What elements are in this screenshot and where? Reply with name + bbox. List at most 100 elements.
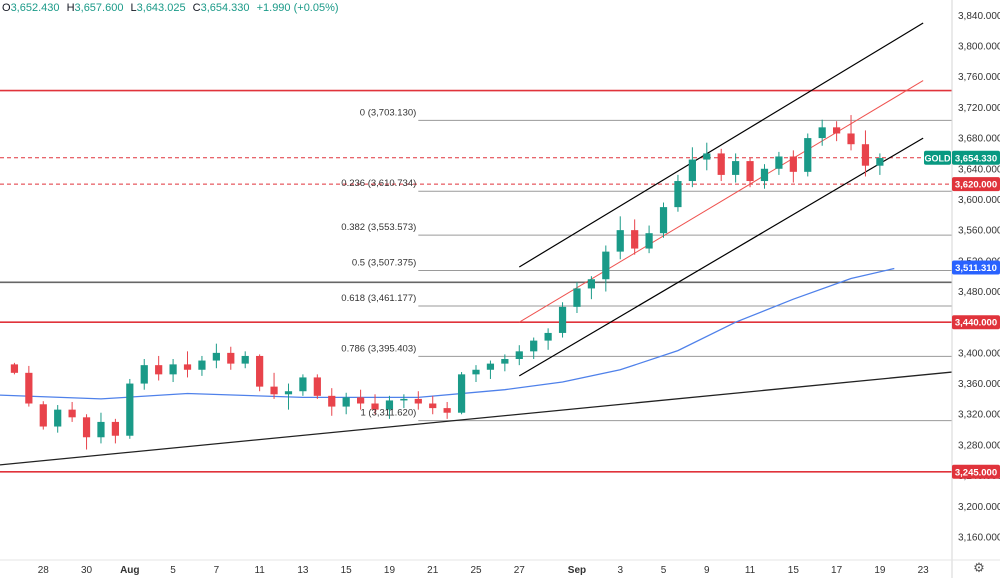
- candle-body: [717, 153, 725, 175]
- x-tick-label: 5: [170, 565, 176, 576]
- channel-upper-line: [518, 22, 924, 268]
- ohlc-low-label: L: [130, 2, 137, 14]
- candle: [371, 394, 379, 415]
- candle: [573, 282, 581, 313]
- candle: [241, 351, 249, 369]
- fib-level-label: 0.618 (3,461.177): [341, 293, 416, 304]
- candle-body: [544, 332, 552, 341]
- x-tick-label: 23: [918, 565, 930, 576]
- candle-body: [486, 363, 495, 370]
- candle-body: [140, 365, 148, 384]
- symbol-tag: GOLD: [925, 153, 951, 163]
- candle-body: [68, 409, 76, 418]
- candle-body: [313, 377, 321, 396]
- x-tick-label: 19: [384, 565, 396, 576]
- candle: [183, 351, 192, 378]
- candle: [10, 362, 19, 375]
- channel-mid-line: [519, 80, 924, 323]
- candle: [414, 391, 422, 410]
- price-badge-bg: [952, 315, 1000, 330]
- fib-level-label: 0.5 (3,507.375): [352, 258, 416, 269]
- candle-body: [371, 403, 379, 410]
- candle-body: [631, 230, 639, 249]
- price-badge: 3,511.310: [952, 260, 1000, 275]
- candle: [39, 401, 47, 430]
- candle-body: [501, 359, 509, 364]
- x-tick-label: 15: [788, 565, 800, 576]
- candle-body: [746, 161, 754, 182]
- candle: [68, 401, 76, 422]
- price-badge: 3,654.330 GOLD: [924, 150, 1000, 165]
- x-tick-label: 28: [38, 565, 50, 576]
- candle: [659, 202, 668, 238]
- candle: [544, 328, 552, 350]
- candle: [212, 343, 220, 369]
- fib-level-label: 0.786 (3,395.403): [341, 343, 416, 354]
- candle-body: [674, 181, 682, 208]
- y-tick-label: 3,320.000: [958, 410, 1000, 421]
- candle-body: [688, 159, 696, 182]
- price-badge-text: 3,245.000: [955, 467, 997, 478]
- gear-icon[interactable]: ⚙: [973, 560, 985, 575]
- candle: [789, 150, 797, 183]
- candle: [385, 395, 394, 419]
- candle: [818, 119, 826, 146]
- candle-body: [328, 395, 336, 407]
- candle-body: [39, 404, 47, 427]
- candle-body: [97, 421, 105, 438]
- candle: [486, 360, 495, 379]
- candle-body: [804, 138, 812, 172]
- candle: [443, 401, 451, 419]
- candle-body: [703, 153, 711, 160]
- candle-body: [10, 364, 19, 373]
- candle: [299, 374, 307, 396]
- candle-body: [385, 400, 394, 410]
- candle-body: [155, 365, 163, 375]
- candle-body: [558, 306, 567, 333]
- candle-body: [256, 355, 264, 387]
- candle-body: [227, 352, 235, 364]
- y-tick-label: 3,560.000: [958, 226, 1000, 237]
- candle-body: [212, 352, 220, 361]
- x-tick-label: 7: [214, 565, 220, 576]
- candle-body: [876, 158, 884, 166]
- x-tick-label: 5: [661, 565, 667, 576]
- y-tick-label: 3,800.000: [958, 42, 1000, 53]
- support-trendline: [0, 371, 952, 466]
- price-badge-bg: [952, 260, 1000, 275]
- x-tick-label: 11: [745, 565, 756, 576]
- ohlc-open: 3,652.430: [10, 2, 60, 14]
- candle: [501, 354, 509, 372]
- candle: [602, 245, 610, 292]
- candle-body: [659, 207, 668, 234]
- candle-body: [284, 391, 293, 395]
- candle: [472, 365, 480, 383]
- x-tick-label: 15: [341, 565, 353, 576]
- candle: [530, 337, 538, 360]
- price-badge-text: 3,654.330: [955, 153, 997, 164]
- y-tick-label: 3,720.000: [958, 103, 1000, 114]
- candle-body: [602, 251, 610, 280]
- y-tick-label: 3,280.000: [958, 440, 1000, 451]
- x-tick-label: Aug: [120, 565, 139, 576]
- candle: [746, 158, 754, 188]
- candle-body: [789, 156, 797, 172]
- candle-body: [775, 156, 783, 169]
- price-badge-bg: [952, 150, 1000, 165]
- candle-body: [443, 408, 451, 413]
- candle-body: [183, 364, 192, 370]
- y-tick-label: 3,760.000: [958, 72, 1000, 83]
- x-tick-label: 3: [617, 565, 623, 576]
- candle-body: [241, 355, 249, 364]
- candle: [688, 147, 696, 188]
- candle-body: [833, 127, 841, 134]
- candle-body: [457, 374, 466, 413]
- candle: [703, 142, 711, 171]
- ohlc-high-label: H: [66, 2, 75, 14]
- x-tick-label: 25: [470, 565, 482, 576]
- fib-level-label: 0 (3,703.130): [360, 107, 417, 118]
- candle: [97, 412, 105, 444]
- candle-body: [414, 398, 422, 404]
